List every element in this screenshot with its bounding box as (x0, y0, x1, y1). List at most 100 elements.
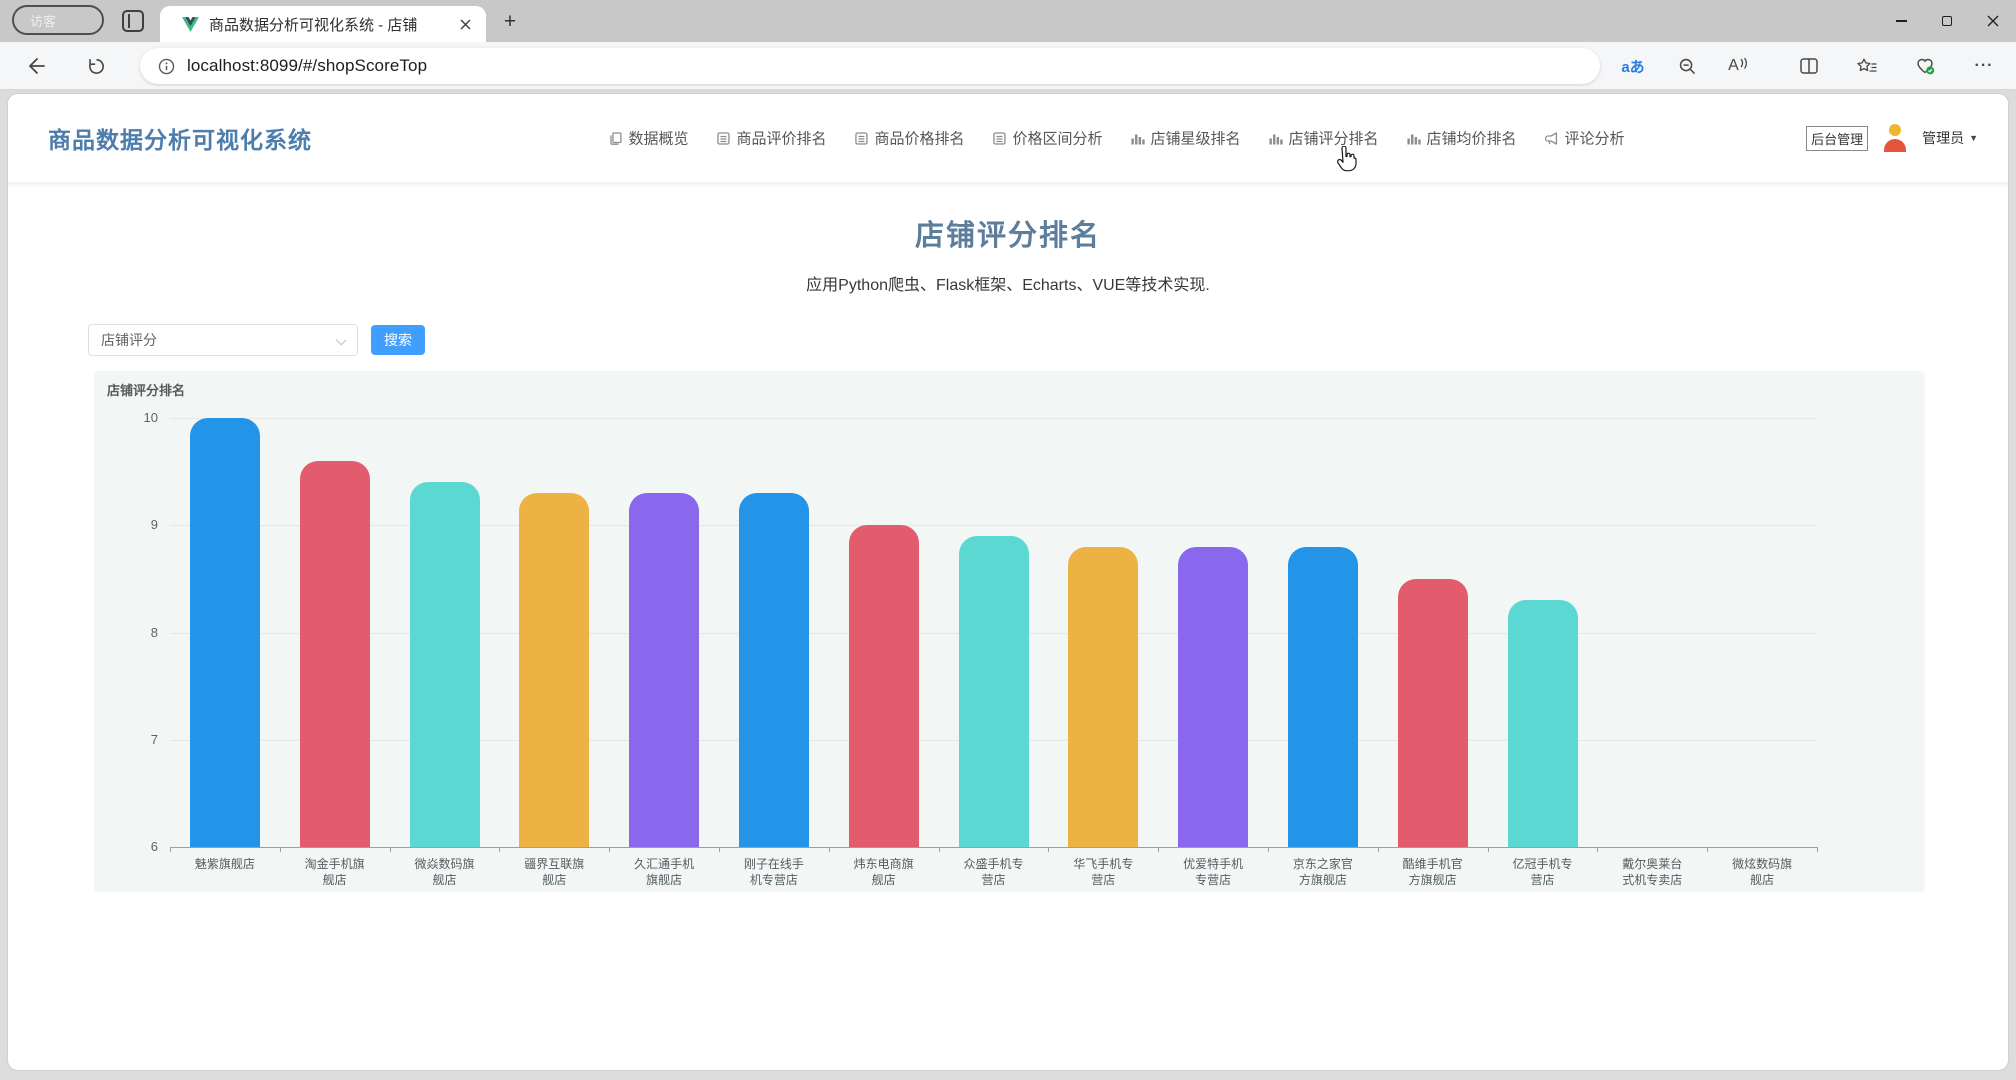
browser-titlebar: 访客 商品数据分析可视化系统 - 店铺 + (0, 0, 2016, 42)
browser-tab[interactable]: 商品数据分析可视化系统 - 店铺 (160, 6, 486, 42)
bar-chart: 6 7 8 9 10 魅紫旗舰店 淘金手机旗舰店 微焱数码旗舰店 疆界互联旗舰店 久汇通手机旗舰店… (94, 371, 1925, 892)
settings-menu-button[interactable]: ··· (1966, 48, 2002, 84)
axis-tick (389, 847, 391, 852)
x-axis-label: 疆界互联旗舰店 (524, 857, 585, 888)
minimize-icon (1895, 20, 1907, 22)
nav-item-product-price-rank[interactable]: 商品价格排名 (853, 128, 964, 149)
nav-item-data-overview[interactable]: 数据概览 (607, 128, 688, 149)
url-text[interactable]: localhost:8099/#/shopScoreTop (187, 56, 428, 75)
x-axis-label: 京东之家官方旗舰店 (1292, 857, 1353, 888)
app-header: 商品数据分析可视化系统 数据概览 商品评价排名 商品价格排名 (8, 94, 2008, 182)
axis-tick (609, 847, 611, 852)
x-axis-label: 亿冠手机专营店 (1512, 857, 1573, 888)
site-info-icon[interactable] (158, 58, 175, 75)
bar-chart-icon (1131, 134, 1145, 144)
x-axis-label: 魅紫旗舰店 (194, 857, 255, 871)
new-tab-button[interactable]: + (503, 10, 517, 33)
bar[interactable] (1507, 600, 1578, 847)
zoom-out-button[interactable] (1669, 48, 1705, 84)
nav-item-shop-avg-price-rank[interactable]: 店铺均价排名 (1406, 128, 1517, 149)
user-label: 管理员 (1922, 130, 1965, 146)
close-icon (1987, 15, 1999, 27)
chart-panel: 店铺评分排名 6 7 8 9 10 魅紫旗舰店 淘金手机旗舰店 微焱数码旗舰店 疆界互联旗舰店 久… (94, 371, 1925, 892)
axis-tick (1707, 847, 1709, 852)
maximize-button[interactable] (1924, 0, 1970, 42)
profile-label: 访客 (30, 13, 57, 29)
x-axis-line (170, 847, 1817, 848)
user-dropdown[interactable]: 管理员 ▼ (1922, 128, 1978, 148)
bar[interactable] (409, 482, 480, 847)
nav-item-product-review-rank[interactable]: 商品评价排名 (715, 128, 826, 149)
x-axis-label: 优爱特手机专营店 (1183, 857, 1244, 888)
axis-tick (170, 847, 171, 852)
maximize-icon (1942, 16, 1952, 26)
axis-tick (1377, 847, 1379, 852)
x-axis-label: 淘金手机旗舰店 (304, 857, 365, 888)
y-axis-label: 10 (143, 410, 158, 425)
tab-actions-icon[interactable] (122, 10, 144, 32)
minimize-button[interactable] (1878, 0, 1924, 42)
bar[interactable] (1068, 546, 1139, 847)
copy-icon (610, 131, 622, 145)
nav-item-price-range-analysis[interactable]: 价格区间分析 (991, 128, 1103, 149)
browser-essentials-button[interactable] (1907, 48, 1943, 84)
chart-title: 店铺评分排名 (107, 383, 186, 398)
more-icon: ··· (1974, 57, 1994, 74)
nav-item-comment-analysis[interactable]: 评论分析 (1544, 128, 1625, 149)
page-title: 店铺评分排名 (914, 220, 1101, 252)
refresh-button[interactable] (78, 48, 114, 84)
x-axis-label: 微焱数码旗舰店 (414, 857, 475, 888)
bar-chart-icon (1269, 134, 1283, 144)
vue-logo-icon (182, 16, 199, 32)
back-button[interactable] (18, 48, 54, 84)
close-button[interactable] (1970, 0, 2016, 42)
favorites-button[interactable] (1849, 48, 1885, 84)
tab-close-icon[interactable] (454, 13, 476, 35)
window-controls (1878, 0, 2016, 42)
axis-tick (1817, 847, 1818, 852)
bar[interactable] (519, 493, 590, 847)
nav-item-shop-score-rank[interactable]: 店铺评分排名 (1268, 128, 1379, 149)
user-avatar-icon[interactable] (1880, 123, 1910, 153)
refresh-icon (88, 58, 104, 74)
x-axis-label: 久汇通手机旗舰店 (634, 857, 695, 888)
axis-tick (279, 847, 281, 852)
y-axis-label: 9 (150, 517, 158, 533)
browser-profile-button[interactable]: 访客 (12, 5, 104, 35)
filter-controls: 店铺评分 搜索 (88, 324, 2008, 356)
bar[interactable] (299, 460, 370, 847)
megaphone-icon (1545, 131, 1558, 145)
bar-chart-icon (1407, 134, 1421, 144)
bar[interactable] (1397, 578, 1468, 847)
bar[interactable] (189, 418, 260, 847)
bar[interactable] (1178, 546, 1249, 847)
main-nav: 数据概览 商品评价排名 商品价格排名 价格区间分析 (607, 128, 1625, 149)
y-axis-label: 8 (150, 624, 158, 640)
metric-select[interactable]: 店铺评分 (88, 324, 358, 356)
y-axis-label: 7 (150, 731, 158, 747)
axis-tick (938, 847, 940, 852)
x-axis-label: 戴尔奥莱台式机专卖店 (1622, 857, 1683, 888)
axis-tick (1487, 847, 1489, 852)
admin-backend-button[interactable]: 后台管理 (1806, 125, 1869, 151)
tab-title: 商品数据分析可视化系统 - 店铺 (209, 16, 418, 34)
search-button[interactable]: 搜索 (371, 325, 425, 355)
translate-button[interactable]: aあ (1615, 48, 1651, 84)
bar[interactable] (1287, 546, 1358, 847)
x-axis-label: 酷维手机官方旗舰店 (1402, 857, 1463, 888)
nav-item-shop-star-rank[interactable]: 店铺星级排名 (1130, 128, 1241, 149)
read-aloud-button[interactable]: A (1720, 48, 1756, 84)
axis-tick (1268, 847, 1269, 852)
split-screen-button[interactable] (1791, 48, 1827, 84)
bar[interactable] (958, 536, 1029, 847)
axis-tick (1597, 847, 1599, 852)
axis-tick (828, 847, 830, 852)
bar[interactable] (629, 493, 700, 847)
back-icon (29, 58, 45, 74)
app-title: 商品数据分析可视化系统 (48, 127, 312, 153)
chevron-down-icon: ▼ (1969, 133, 1978, 143)
bar[interactable] (848, 525, 919, 848)
bar[interactable] (738, 493, 809, 847)
address-bar[interactable]: localhost:8099/#/shopScoreTop (140, 48, 1600, 84)
